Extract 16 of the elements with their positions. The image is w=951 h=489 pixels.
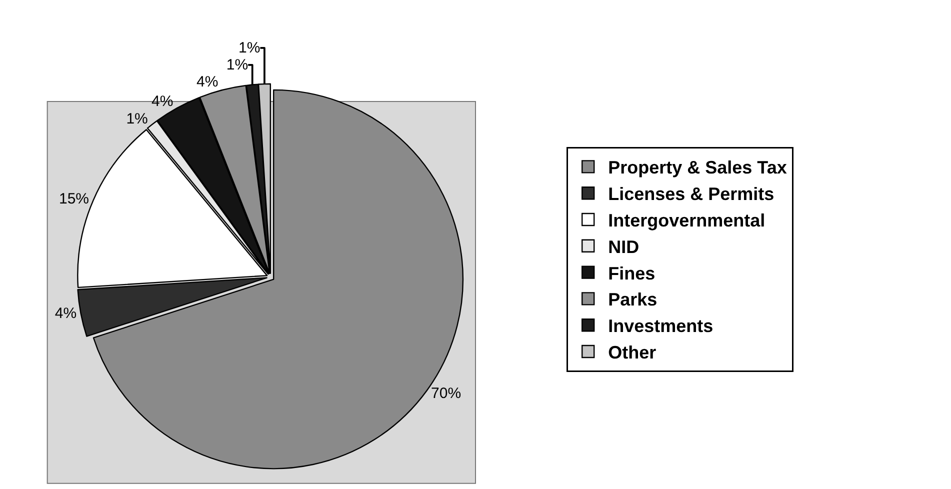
legend-label: Property & Sales Tax [608,158,787,178]
legend-label: Investments [608,316,714,336]
data-label: 1% [238,39,260,56]
data-label: 1% [226,56,248,74]
legend-label: Fines [608,263,656,284]
legend-label: NID [608,236,640,257]
data-label: 4% [152,92,174,110]
data-label: 70% [431,385,462,402]
data-label: 4% [196,73,218,90]
legend-label: Intergovernmental [608,210,766,231]
legend-label: Other [608,342,656,363]
legend-label: Licenses & Permits [608,184,774,204]
data-label: 1% [126,110,148,128]
data-label: 15% [58,190,89,208]
legend-label: Parks [608,290,658,310]
data-label: 4% [54,305,77,322]
